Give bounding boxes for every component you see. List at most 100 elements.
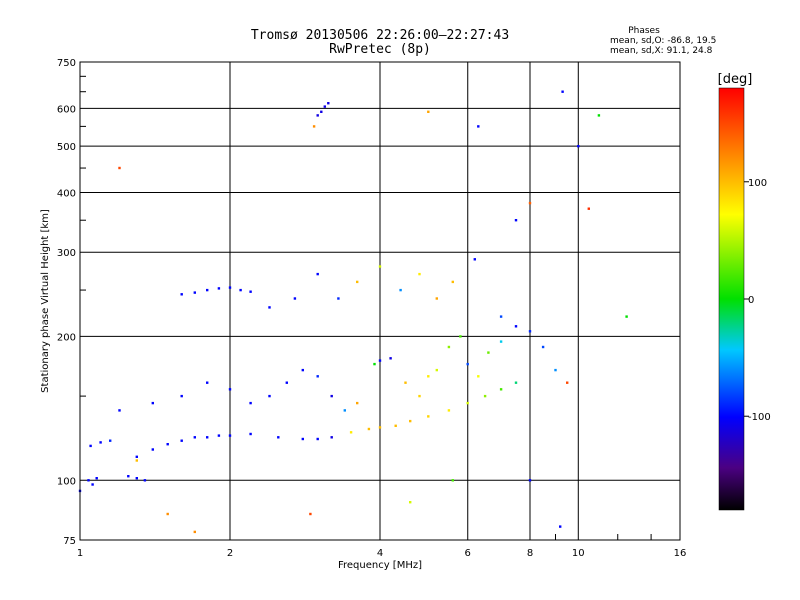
plot-frame: [79, 61, 681, 541]
data-point: [343, 409, 346, 412]
x-axis-label: Frequency [MHz]: [338, 560, 422, 571]
y-axis-ticks: 75 100 200 300 400 500 600 750: [57, 58, 86, 547]
data-point: [514, 381, 518, 384]
data-point: [301, 437, 304, 441]
data-point: [466, 401, 469, 405]
data-point: [404, 381, 407, 384]
data-point: [418, 394, 421, 398]
grid-lines: [80, 62, 680, 540]
data-point: [367, 427, 371, 431]
data-point: [118, 166, 121, 170]
chart-subtitle: RwPretec (8p): [329, 42, 431, 57]
data-point: [330, 394, 333, 398]
data-point: [418, 272, 421, 276]
x-tick-label: 2: [227, 548, 233, 559]
data-point: [528, 201, 532, 205]
data-point: [193, 436, 196, 439]
stats-heading: Phases: [628, 26, 660, 36]
colorbar-ticks: 100 0 -100: [744, 178, 771, 423]
data-point: [193, 530, 196, 534]
data-point: [89, 444, 92, 448]
data-point: [587, 207, 590, 210]
data-point: [239, 288, 242, 292]
data-point: [499, 340, 503, 343]
y-tick-label: 400: [57, 188, 76, 199]
data-point: [451, 479, 454, 482]
data-point: [206, 381, 209, 384]
data-point: [466, 362, 469, 366]
data-point: [554, 368, 557, 372]
y-tick-label: 300: [57, 248, 76, 259]
data-point: [249, 290, 252, 293]
data-point: [389, 357, 392, 360]
data-point: [378, 426, 382, 429]
data-point: [349, 431, 353, 434]
data-point: [206, 288, 209, 292]
data-point: [309, 512, 312, 516]
data-point: [109, 439, 112, 442]
stats-line-o: mean, sd,O: -86.8, 19.5: [610, 36, 716, 46]
data-point: [312, 125, 316, 128]
data-point: [499, 315, 503, 318]
y-tick-label: 75: [63, 536, 76, 547]
data-point: [316, 114, 319, 117]
y-tick-label: 200: [57, 332, 76, 343]
data-point: [95, 477, 98, 480]
data-point: [143, 479, 147, 482]
data-point: [320, 110, 323, 113]
data-point: [285, 381, 288, 384]
chart-title: Tromsø 20130506 22:26:00–22:27:43: [251, 28, 509, 43]
data-point: [180, 293, 183, 296]
data-point: [217, 434, 221, 437]
colorbar-tick-label: 0: [748, 295, 754, 306]
data-point: [447, 409, 451, 412]
data-point: [327, 102, 330, 105]
data-point: [541, 345, 545, 349]
data-point: [378, 359, 382, 362]
data-point: [394, 424, 397, 427]
data-point: [625, 315, 628, 318]
data-point: [435, 368, 438, 372]
data-point: [356, 401, 359, 405]
data-point: [316, 437, 319, 441]
x-tick-label: 8: [527, 548, 533, 559]
data-point: [193, 291, 196, 294]
y-tick-label: 600: [57, 104, 76, 115]
colorbar: [718, 87, 745, 511]
data-point: [561, 90, 564, 93]
data-point: [399, 288, 402, 292]
y-tick-label: 100: [57, 476, 76, 487]
data-point: [316, 272, 319, 276]
data-point: [99, 441, 102, 444]
data-point: [435, 297, 438, 300]
data-point: [409, 501, 412, 504]
data-point: [337, 297, 340, 300]
y-tick-label: 750: [57, 58, 76, 69]
colorbar-tick-label: -100: [748, 412, 771, 423]
data-point: [566, 381, 569, 384]
data-point: [118, 409, 121, 412]
data-point: [180, 394, 183, 398]
data-point: [135, 459, 138, 462]
data-point: [427, 415, 430, 418]
data-point: [87, 479, 90, 482]
x-axis-ticks: 1 2 4 6 8 10 16: [77, 534, 686, 559]
data-point: [228, 388, 232, 391]
data-point: [409, 419, 412, 423]
data-point: [373, 362, 376, 366]
data-point: [597, 114, 601, 117]
data-point: [206, 436, 209, 439]
data-point: [477, 375, 480, 378]
data-point: [427, 375, 430, 378]
data-point: [559, 525, 562, 528]
data-point: [378, 265, 382, 268]
data-point: [268, 394, 271, 398]
data-point: [249, 432, 252, 436]
data-point: [473, 258, 476, 261]
data-point: [528, 330, 532, 333]
data-point: [249, 401, 252, 405]
data-point: [447, 345, 451, 349]
data-point: [166, 512, 169, 516]
data-point: [528, 479, 532, 482]
